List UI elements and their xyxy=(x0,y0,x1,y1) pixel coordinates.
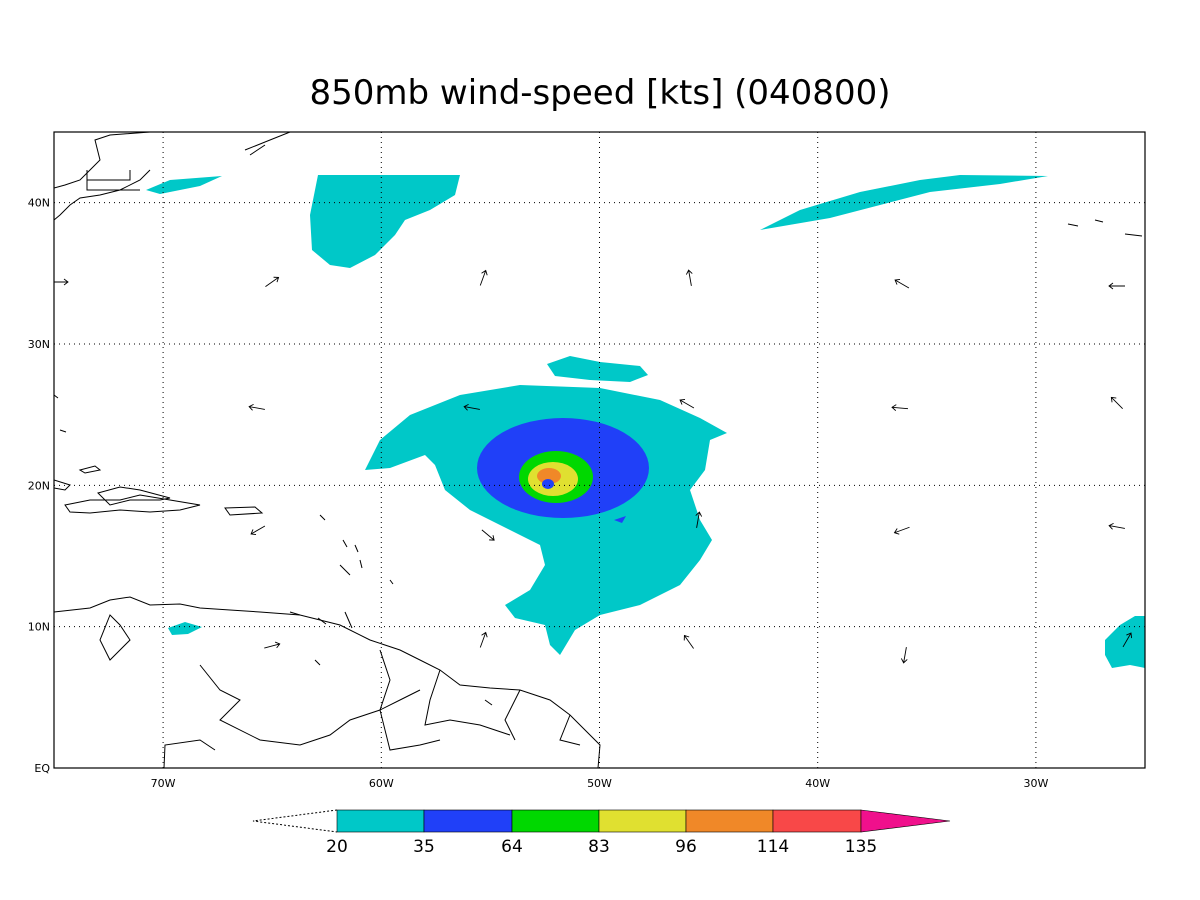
wind-arrow-shape xyxy=(695,511,703,528)
wind-arrow-shape xyxy=(264,641,281,649)
colorbar-label: 96 xyxy=(675,837,697,857)
y-tick-label: 20N xyxy=(28,479,50,492)
colorbar-low-extend xyxy=(252,809,338,833)
wind-arrow xyxy=(685,269,693,286)
colorbar-label: 83 xyxy=(588,837,610,857)
wind-arrow-shape xyxy=(683,634,694,649)
wind-arrow-shape xyxy=(463,403,480,411)
colorbar-label: 20 xyxy=(326,837,348,857)
x-tick-label: 50W xyxy=(587,777,612,790)
coastlines xyxy=(54,132,1143,768)
y-tick-label: 40N xyxy=(28,197,50,210)
wind-arrow xyxy=(894,278,910,289)
colorbar-label: 35 xyxy=(413,837,435,857)
wind-arrow xyxy=(900,647,908,664)
wind-arrow-shape xyxy=(894,278,910,289)
colorbar-box xyxy=(336,809,425,833)
wind-arrow-shape xyxy=(479,631,488,648)
wind-arrow xyxy=(1108,522,1125,530)
wind-arrow-shape xyxy=(893,526,910,535)
wind-shading xyxy=(146,175,1145,668)
wind-arrow-shape xyxy=(685,269,693,286)
wind-arrow-shape xyxy=(900,647,908,664)
wind-arrow xyxy=(1122,632,1133,648)
x-tick-label: 60W xyxy=(369,777,394,790)
wind-arrow-shape xyxy=(1108,522,1125,530)
x-tick-label: 40W xyxy=(805,777,830,790)
wind-arrow-shape xyxy=(248,403,265,411)
wind-arrow xyxy=(265,276,280,287)
wind-arrow xyxy=(463,403,480,411)
colorbar-box xyxy=(423,809,513,833)
colorbar-box xyxy=(511,809,600,833)
wind-arrow-shape xyxy=(1108,282,1125,290)
y-tick-label: 10N xyxy=(28,621,50,634)
wind-arrow xyxy=(695,511,703,528)
wind-arrow xyxy=(248,403,265,411)
colorbar-box xyxy=(685,809,774,833)
x-tick-label: 70W xyxy=(151,777,176,790)
colorbar-label: 114 xyxy=(757,837,789,857)
colorbar: 20 35 64 83 96 114 135 xyxy=(252,809,951,857)
colorbar-box xyxy=(772,809,862,833)
wind-arrow-shape xyxy=(679,398,695,409)
wind-arrow xyxy=(679,398,695,409)
wind-arrow xyxy=(893,526,910,535)
colorbar-high-extend xyxy=(860,809,951,833)
y-tick-label: EQ xyxy=(34,762,50,775)
title: 850mb wind-speed [kts] (040800) xyxy=(310,73,891,113)
wind-arrow-shape xyxy=(54,278,69,286)
wind-arrow-shape xyxy=(481,529,495,541)
wind-vectors xyxy=(54,269,1133,664)
wind-arrow xyxy=(54,278,69,286)
y-tick-label: 30N xyxy=(28,338,50,351)
wind-arrow-shape xyxy=(250,525,266,536)
colorbar-label: 64 xyxy=(501,837,523,857)
wind-arrow xyxy=(481,529,495,541)
wind-arrow-shape xyxy=(265,276,280,287)
wind-arrow xyxy=(250,525,266,536)
wind-arrow xyxy=(264,641,281,649)
wind-arrow xyxy=(1108,282,1125,290)
colorbar-box xyxy=(598,809,687,833)
wind-arrow-shape xyxy=(1122,632,1133,648)
wind-arrow xyxy=(479,631,488,648)
x-tick-label: 30W xyxy=(1023,777,1048,790)
wind-arrow xyxy=(683,634,694,649)
grid: 70W 60W 50W 40W 30W EQ 10N 20N 30N 40N xyxy=(28,132,1145,790)
colorbar-label: 135 xyxy=(845,837,877,857)
wind-arrow xyxy=(1110,396,1123,409)
wind-arrow-shape xyxy=(891,404,909,411)
wind-arrow xyxy=(891,404,909,411)
map-frame xyxy=(53,131,1146,769)
map-layer xyxy=(54,132,1145,768)
wind-arrow xyxy=(479,269,488,286)
wind-arrow-shape xyxy=(1110,396,1123,409)
wind-arrow-shape xyxy=(479,269,488,286)
